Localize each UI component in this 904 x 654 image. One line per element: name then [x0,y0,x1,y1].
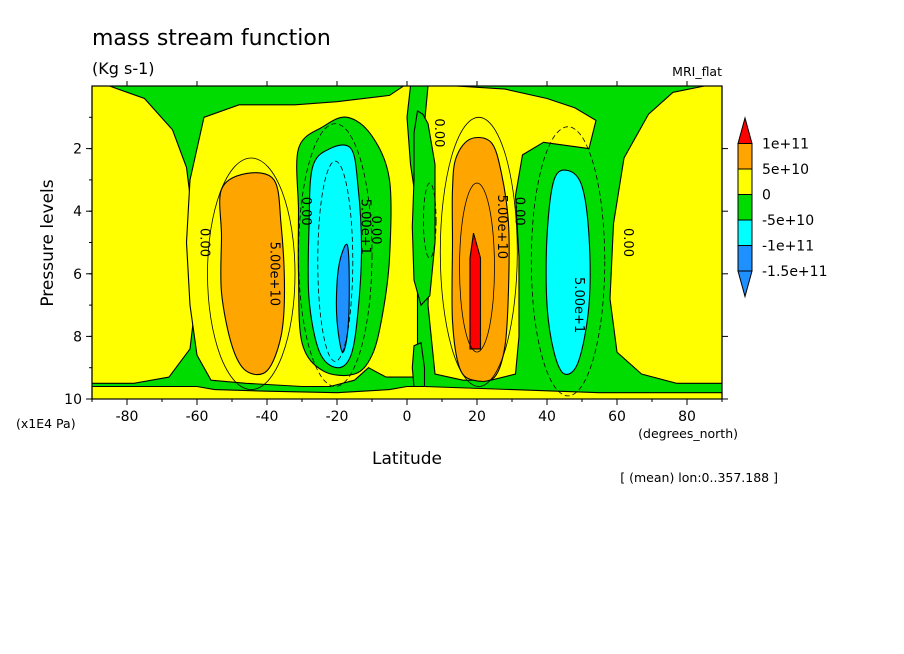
contour-line-northern-ferrel [530,126,606,397]
contour-line-southern-hadley-inner [317,160,354,362]
colorbar-segment [737,168,753,195]
colorbar-label: 5e+10 [762,162,809,178]
contour-label: 0.00 [298,197,313,226]
colorbar-segment [737,143,753,170]
contour-line-southern-ferrel [207,157,296,391]
contour-label: 0.00 [431,118,446,147]
x-axis: -80 -60 -40 -20 0 20 40 60 80 [91,81,723,425]
colorbar-top-arrow [737,116,753,144]
x-tick-label: -60 [186,409,209,425]
colorbar-segment [737,194,753,221]
x-tick-label: -20 [326,409,349,425]
y-axis-unit: (x1E4 Pa) [16,416,76,431]
contour-label: 0.00 [512,197,527,226]
contour-label: 5.00e+1 [571,277,586,333]
contour-labels: 0.000.000.000.000.000.005.00e+105.00e+10… [197,118,636,333]
contour-lines [207,116,606,397]
y-axis-label: Pressure levels [38,179,58,306]
fill-yellow-north-pole [609,85,723,384]
chart-units: (Kg s-1) [92,59,155,78]
x-tick-label: 60 [608,409,626,425]
contour-line-northern-hadley-outer [439,116,518,387]
y-axis: 2 4 6 8 10 [64,116,728,408]
colorbar-label: -1e+11 [762,239,814,255]
plot-area: 0.000.000.000.000.000.005.00e+105.00e+10… [91,85,723,400]
colorbar-label: 0 [762,188,771,204]
contour-label: 0.00 [197,228,212,257]
contour-label: 0.00 [368,216,383,245]
fill-blue-southern-hadley [335,243,350,353]
fill-red-northern-hadley [469,232,482,350]
colorbar: 1e+11 5e+10 0 -5e+10 -1e+11 -1.5e+11 [737,116,827,299]
colorbar-segment [737,245,753,272]
colorbar-label: -1.5e+11 [762,264,827,280]
fill-cyan-southern-hadley [307,144,363,369]
colorbar-segment [737,219,753,246]
x-tick-label: -40 [256,409,279,425]
y-tick-label: 2 [73,142,82,158]
fill-green-equatorial-surface [411,341,426,388]
contour-label: 5.00e+1 [358,199,373,255]
colorbar-label: 1e+11 [762,137,809,153]
chart-title: mass stream function [92,26,331,51]
x-tick-label: 80 [678,409,696,425]
contour-label: 5.00e+10 [267,242,282,306]
contour-line-equatorial [422,182,437,259]
x-tick-label: 0 [403,409,412,425]
colorbar-bottom-arrow [737,270,753,299]
y-tick-label: 4 [73,204,82,220]
x-tick-label: -80 [116,409,139,425]
model-label: MRI_flat [672,64,722,79]
averaging-note: [ (mean) lon:0..357.188 ] [620,470,778,485]
fill-orange-southern-ferrel [219,172,286,376]
y-tick-label: 6 [73,267,82,283]
x-axis-label: Latitude [372,449,442,469]
y-tick-label: 8 [73,329,82,345]
x-axis-unit: (degrees_north) [638,426,738,441]
fill-cyan-northern-ferrel [545,169,591,375]
contour-label: 5.00e+10 [494,195,509,259]
contour-label: 0.00 [620,228,635,257]
colorbar-label: -5e+10 [762,213,814,229]
contour-line-northern-hadley-inner [459,182,495,353]
x-tick-label: 40 [538,409,556,425]
y-tick-label: 10 [64,392,82,408]
x-tick-label: 20 [468,409,486,425]
contour-fills [91,85,723,400]
